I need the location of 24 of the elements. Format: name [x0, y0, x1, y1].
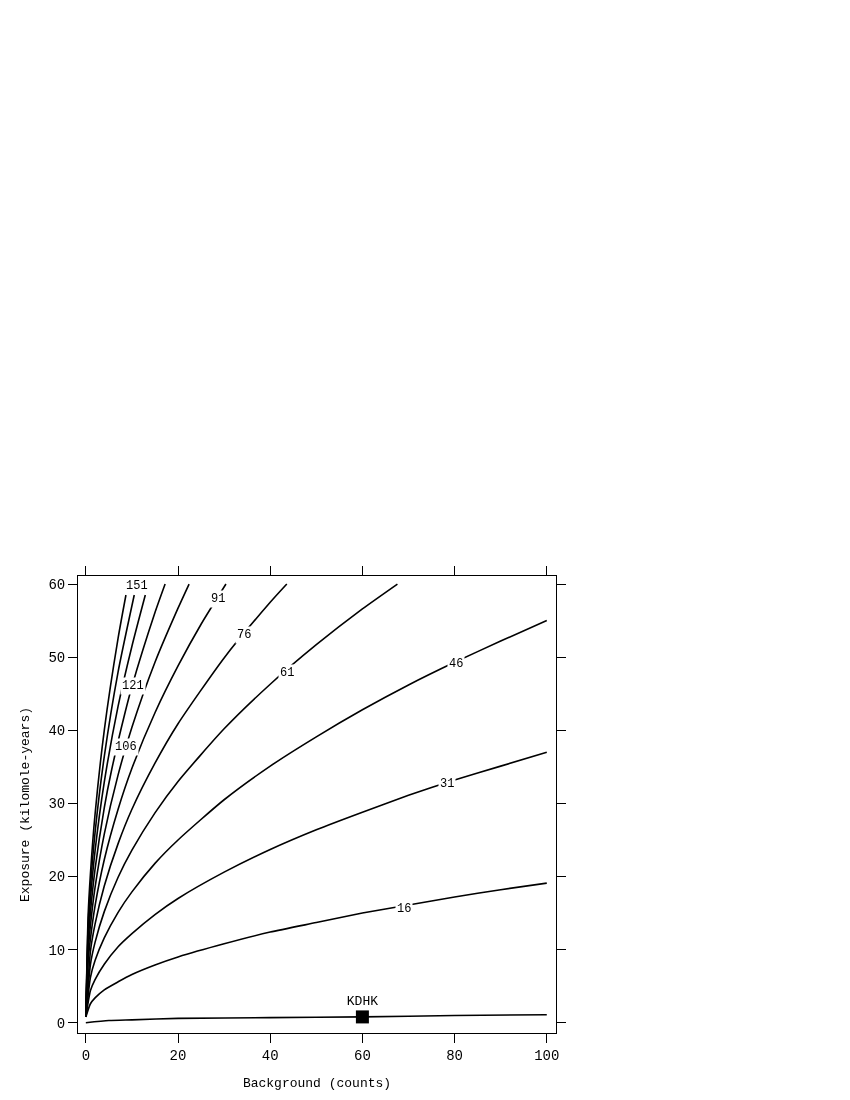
x-tick-label: 100: [534, 1047, 560, 1064]
y-axis-title: Exposure (kilomole-years): [18, 706, 34, 903]
x-tick-label: 60: [353, 1047, 371, 1064]
y-tick-label: 10: [48, 942, 66, 959]
annotation: 46: [449, 657, 464, 671]
y-tick-label: 20: [48, 869, 66, 886]
y-tick-label: 0: [56, 1015, 66, 1032]
annotation: 31: [440, 777, 455, 791]
annotation: 91: [211, 592, 226, 606]
annotation: 16: [397, 902, 412, 916]
x-tick-label: 20: [169, 1047, 187, 1064]
series-label: KDHK: [346, 993, 379, 1009]
x-tick-label: 80: [446, 1047, 463, 1064]
y-tick-label: 30: [48, 796, 66, 813]
annotation: 151: [126, 579, 148, 593]
x-axis-title: Background (counts): [242, 1076, 392, 1092]
y-tick-label: 40: [48, 723, 66, 740]
x-tick-label: 0: [81, 1047, 91, 1064]
y-tick-label: 60: [48, 576, 66, 593]
y-tick-label: 50: [48, 650, 66, 667]
x-tick-label: 40: [261, 1047, 279, 1064]
annotation: 76: [237, 628, 252, 642]
annotation: 106: [115, 740, 137, 754]
annotation: 61: [280, 666, 295, 680]
